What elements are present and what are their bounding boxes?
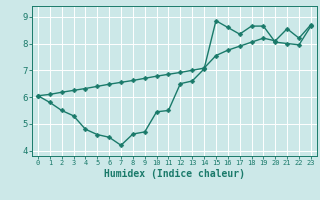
- X-axis label: Humidex (Indice chaleur): Humidex (Indice chaleur): [104, 169, 245, 179]
